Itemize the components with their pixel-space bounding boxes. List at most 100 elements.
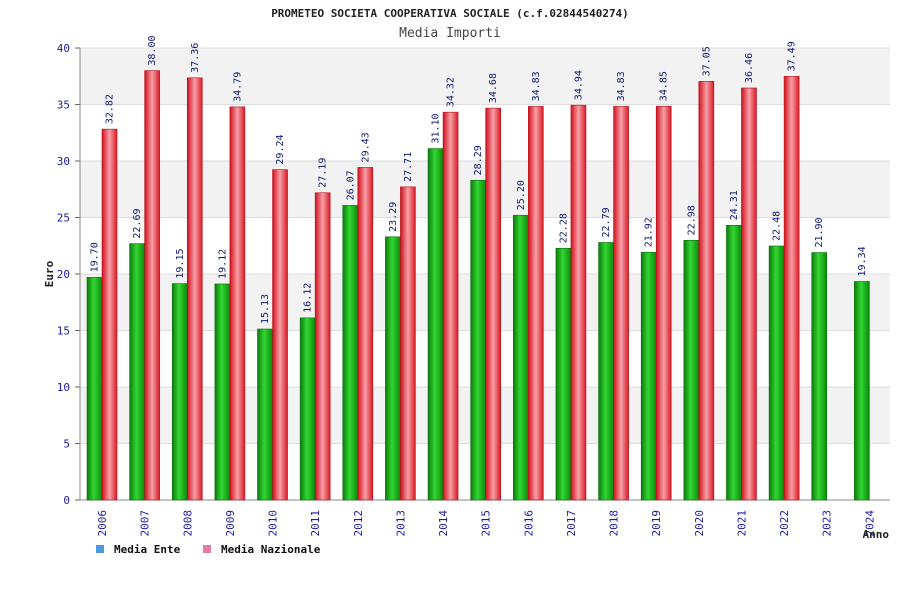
legend-swatch-media-nazionale [203, 545, 211, 553]
bar-media-nazionale [485, 107, 501, 501]
value-label: 37.05 [701, 46, 712, 76]
value-label: 34.85 [659, 71, 670, 101]
value-label: 32.82 [105, 94, 116, 124]
bar-media-nazionale [783, 76, 800, 501]
value-label: 29.43 [360, 132, 371, 162]
bars [86, 70, 870, 501]
bar-media-nazionale [528, 106, 544, 501]
value-label: 22.79 [601, 207, 612, 237]
value-label: 38.00 [147, 35, 158, 65]
value-label: 22.48 [772, 211, 783, 241]
value-label: 27.71 [403, 152, 414, 182]
x-tick-label: 2008 [181, 510, 194, 537]
y-tick-label: 15 [57, 325, 70, 338]
bar-media-nazionale [314, 192, 331, 501]
bar-media-nazionale [442, 111, 459, 501]
bar-media-ente [342, 205, 359, 501]
value-label: 16.12 [303, 283, 314, 313]
x-tick-label: 2022 [778, 510, 791, 537]
value-label: 19.70 [90, 242, 101, 272]
y-tick-label: 25 [57, 212, 70, 225]
x-tick-label: 2023 [821, 510, 834, 537]
bar-media-ente [854, 281, 870, 501]
value-label: 19.34 [857, 246, 868, 276]
chart-subtitle: Media Importi [399, 26, 501, 41]
value-label: 21.92 [644, 217, 655, 247]
x-axis-label: Anno [863, 528, 890, 541]
x-tick-label: 2013 [394, 510, 407, 537]
bar-media-nazionale [229, 106, 246, 501]
bar-media-ente [640, 252, 657, 501]
x-tick-label: 2012 [352, 510, 365, 537]
value-label: 19.12 [217, 249, 228, 279]
x-tick-label: 2016 [522, 510, 535, 537]
x-tick-label: 2015 [480, 510, 493, 537]
value-label: 27.19 [318, 158, 329, 188]
x-tick-label: 2014 [437, 510, 450, 537]
bar-media-ente [513, 214, 529, 501]
bar-media-ente [385, 236, 401, 501]
chart-title: PROMETEO SOCIETA COOPERATIVA SOCIALE (c.… [271, 7, 629, 20]
y-tick-label: 40 [57, 42, 70, 55]
x-tick-label: 2020 [693, 510, 706, 537]
y-tick-label: 5 [63, 438, 70, 451]
x-tick-label: 2017 [565, 510, 578, 537]
y-tick-label: 30 [57, 155, 70, 168]
x-tick-label: 2010 [267, 510, 280, 537]
value-label: 37.36 [190, 43, 201, 73]
y-tick-label: 0 [63, 494, 70, 507]
value-label: 21.90 [814, 217, 825, 247]
bar-media-ente [427, 148, 444, 501]
bar-media-nazionale [570, 104, 587, 501]
x-tick-label: 2006 [96, 510, 109, 537]
value-label: 34.79 [232, 72, 243, 102]
bar-media-nazionale [186, 77, 203, 501]
y-tick-label: 20 [57, 268, 70, 281]
value-label: 15.13 [260, 294, 271, 324]
value-label: 34.32 [446, 77, 457, 107]
bar-media-nazionale [655, 105, 672, 501]
y-tick-label: 10 [57, 381, 70, 394]
value-label: 23.29 [388, 202, 399, 232]
x-axis: 2006 2007 2008 2009 2010 2011 2012 2013 2014 2015… [96, 510, 876, 537]
bar-media-nazionale [698, 81, 715, 501]
value-label: 24.31 [729, 190, 740, 220]
bar-media-ente [257, 328, 273, 501]
bar-media-nazionale [613, 106, 629, 501]
value-label: 26.07 [345, 170, 356, 200]
bar-media-ente [598, 242, 614, 501]
bar-media-ente [171, 283, 188, 501]
value-label: 29.24 [275, 134, 286, 164]
value-label: 22.28 [558, 213, 569, 243]
bar-media-ente [470, 180, 486, 501]
value-label: 36.46 [744, 53, 755, 83]
y-axis-label: Euro [43, 260, 56, 287]
value-label: 34.68 [488, 73, 499, 103]
bar-media-nazionale [357, 167, 374, 501]
bar-media-ente [214, 283, 231, 501]
bar-media-nazionale [272, 169, 288, 501]
x-tick-label: 2009 [224, 510, 237, 537]
legend-label-media-nazionale: Media Nazionale [221, 543, 321, 556]
value-label: 22.98 [686, 205, 697, 235]
value-label: 22.69 [132, 208, 143, 238]
x-tick-label: 2024 [863, 510, 876, 537]
bar-media-nazionale [101, 128, 118, 501]
value-label: 34.83 [531, 71, 542, 101]
value-labels: 19.70 22.69 19.15 19.12 15.13 16.12 26.07 23.29… [90, 35, 868, 324]
x-tick-label: 2007 [139, 510, 152, 537]
bar-media-ente [86, 277, 103, 501]
x-tick-label: 2011 [309, 510, 322, 537]
bar-media-nazionale [741, 87, 757, 501]
value-label: 34.83 [616, 71, 627, 101]
bar-media-nazionale [400, 186, 416, 501]
x-tick-label: 2018 [608, 510, 621, 537]
x-tick-label: 2019 [650, 510, 663, 537]
value-label: 25.20 [516, 180, 527, 210]
value-label: 31.10 [431, 113, 442, 143]
bar-media-ente [555, 247, 572, 501]
bar-media-ente [129, 243, 145, 501]
bar-media-nazionale [144, 70, 160, 501]
legend-label-media-ente: Media Ente [114, 543, 181, 556]
